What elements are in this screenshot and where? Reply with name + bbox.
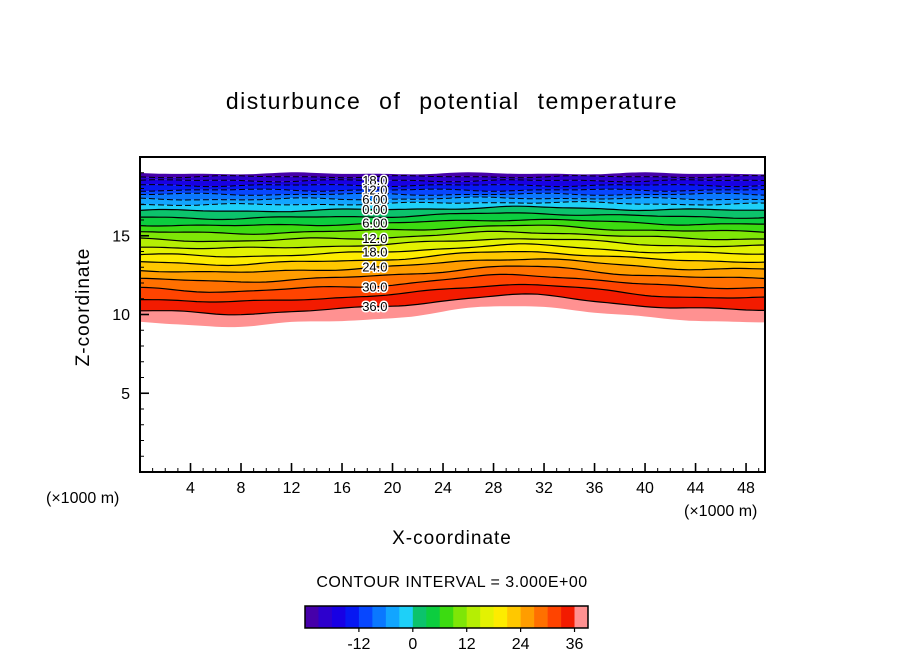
colorbar-band	[305, 606, 319, 628]
x-tick-label: 20	[384, 480, 402, 497]
contour-line	[140, 258, 765, 273]
colorbar-band	[520, 606, 535, 628]
colorbar-band	[345, 606, 360, 628]
contour-line	[140, 188, 765, 192]
colorbar-band	[534, 606, 548, 628]
contour-line	[140, 283, 765, 303]
contour-label: 36.0	[362, 299, 387, 314]
contour-line	[140, 184, 765, 188]
colorbar-band	[507, 606, 521, 628]
colorbar-band	[385, 606, 400, 628]
x-tick-label: 48	[737, 480, 755, 497]
contour-line	[140, 201, 765, 206]
contour-band	[140, 243, 765, 266]
contour-line	[140, 196, 765, 201]
x-tick-label: 12	[283, 480, 301, 497]
contour-band	[140, 225, 765, 242]
colorbar-band	[372, 606, 387, 628]
colorbar-tick-label: 36	[566, 636, 584, 653]
contour-label: 18.0	[362, 244, 387, 259]
contour-bands	[140, 172, 765, 328]
contour-label: 30.0	[362, 279, 387, 294]
contour-line	[140, 238, 765, 250]
contour-label: 6.00	[362, 192, 387, 207]
x-unit-label-left: (×1000 m)	[46, 490, 120, 507]
x-tick-label: 44	[687, 480, 705, 497]
z-tick-label: 10	[112, 307, 130, 324]
colorbar-band	[453, 606, 468, 628]
x-tick-label: 16	[333, 480, 351, 497]
colorbar-band	[412, 606, 427, 628]
contour-band	[140, 293, 765, 328]
x-tick-label: 32	[535, 480, 553, 497]
z-axis-ticks: 5 10 15	[112, 172, 149, 473]
colorbar-band	[358, 606, 373, 628]
colorbar: -12 0 12 24 36	[304, 605, 589, 653]
contour-interval-text: CONTOUR INTERVAL = 3.000E+00	[316, 574, 588, 591]
contour-line	[140, 265, 765, 283]
z-tick-label: 15	[112, 228, 130, 245]
contour-line	[140, 293, 765, 316]
colorbar-band	[493, 606, 508, 628]
contour-label: 6.00	[362, 216, 387, 231]
x-axis-ticks: 4 8 12 16 20 24 28 32 36 40 44 48	[139, 463, 760, 497]
colorbar-border	[304, 605, 589, 629]
x-tick-label: 36	[586, 480, 604, 497]
contour-line	[140, 273, 765, 293]
contour-line	[140, 175, 765, 179]
colorbar-band	[439, 606, 454, 628]
contour-line	[140, 212, 765, 221]
contour-band	[140, 231, 765, 249]
x-tick-label: 24	[434, 480, 452, 497]
contour-line	[140, 192, 765, 196]
x-axis-label: X-coordinate	[392, 528, 512, 549]
colorbar-band	[331, 606, 346, 628]
contour-label: 0.00	[362, 202, 387, 217]
colorbar-band	[426, 606, 441, 628]
colorbar-band	[466, 606, 481, 628]
colorbar-band	[561, 606, 575, 628]
contour-line	[140, 218, 765, 227]
x-tick-label: 4	[186, 480, 195, 497]
contour-band	[140, 266, 765, 293]
contour-label: 24.0	[362, 260, 387, 275]
x-unit-label-right: (×1000 m)	[684, 503, 758, 520]
x-tick-label: 28	[485, 480, 503, 497]
chart-title: disturbunce of potential temperature	[225, 88, 679, 114]
contour-line	[140, 230, 765, 243]
contour-band	[140, 258, 765, 283]
colorbar-tick-label: -12	[347, 636, 370, 653]
contour-line	[140, 205, 765, 213]
contour-band	[140, 184, 765, 192]
contour-band	[140, 212, 765, 226]
x-tick-label: 8	[237, 480, 246, 497]
x-tick-label: 40	[636, 480, 654, 497]
contour-band	[140, 201, 765, 212]
colorbar-band	[318, 606, 333, 628]
contour-label: 12.0	[362, 231, 387, 246]
contour-lines	[140, 175, 765, 316]
contour-band	[140, 219, 765, 235]
colorbar-band	[574, 606, 589, 628]
colorbar-tick-label: 0	[408, 636, 417, 653]
contour-line	[140, 224, 765, 235]
colorbar-band	[547, 606, 562, 628]
colorbar-tick-label: 12	[458, 636, 476, 653]
contour-label: 18.0	[362, 173, 387, 188]
contour-line	[140, 243, 765, 258]
z-tick-label: 5	[121, 386, 130, 403]
contour-line	[140, 251, 765, 267]
colorbar-band	[399, 606, 414, 628]
colorbar-band	[480, 606, 494, 628]
colorbar-tick-label: 24	[512, 636, 530, 653]
contour-line	[140, 179, 765, 183]
contour-label: 12.0	[362, 182, 387, 197]
